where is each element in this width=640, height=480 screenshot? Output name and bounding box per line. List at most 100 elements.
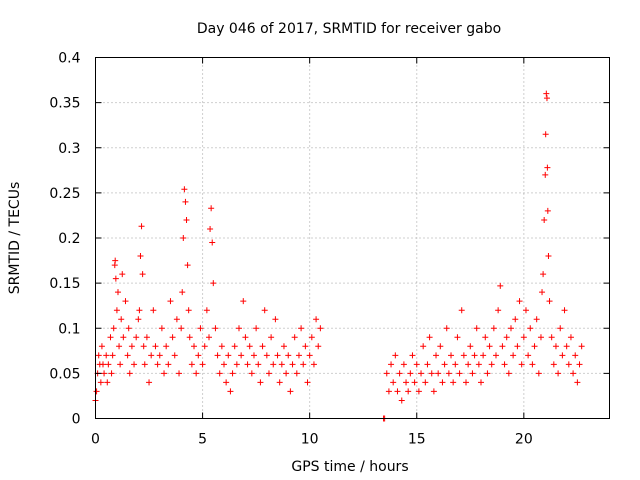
data-point [302,343,309,350]
x-tick-label: 0 [91,432,100,448]
data-point [394,388,401,395]
data-point [448,352,455,359]
data-point [135,316,142,323]
data-point [460,352,467,359]
data-point [214,352,221,359]
data-point [317,325,324,332]
data-point [216,370,223,377]
y-tick-label: 0.35 [49,96,80,112]
data-point [272,316,279,323]
data-point [276,379,283,386]
data-point [535,370,542,377]
data-point [112,257,119,264]
data-point [146,379,153,386]
data-point [225,352,232,359]
data-point [392,352,399,359]
data-point [136,307,143,314]
data-point [403,379,410,386]
data-point [437,343,444,350]
data-point [424,361,431,368]
data-point [415,388,422,395]
x-tick-label: 5 [198,432,207,448]
data-point [184,262,191,269]
data-point [259,343,266,350]
data-point [212,325,219,332]
data-point [238,352,245,359]
data-point [227,388,234,395]
axis-ticks [95,57,610,419]
data-point [454,334,461,341]
data-point [385,388,392,395]
data-point [280,343,287,350]
data-point [486,343,493,350]
y-tick-labels: 0 0.05 0.1 0.15 0.2 0.25 0.3 0.35 0.4 [49,51,80,428]
data-point [181,186,188,193]
data-point [128,343,135,350]
data-point [507,325,514,332]
data-point [469,370,476,377]
y-tick-label: 0.15 [49,276,80,292]
data-point [152,343,159,350]
data-point [428,370,435,377]
data-point [576,361,583,368]
data-point [559,352,566,359]
data-point [295,352,302,359]
data-point [107,334,114,341]
data-point [518,361,525,368]
data-point [550,361,557,368]
data-point [441,361,448,368]
data-point [407,370,414,377]
data-point [221,361,227,368]
data-point [248,370,255,377]
data-point [235,325,242,332]
data-point [426,334,433,341]
data-point [131,361,138,368]
data-point [552,343,559,350]
data-point [422,379,429,386]
data-point [173,316,180,323]
data-point [97,379,104,386]
data-point [218,343,225,350]
data-point [197,325,204,332]
data-point [572,352,579,359]
data-point [388,361,395,368]
data-point [488,361,495,368]
data-point [405,388,412,395]
data-point [186,334,193,341]
x-tick-labels: 0 5 10 15 20 [91,432,533,448]
data-point [270,361,277,368]
data-point [93,388,100,395]
data-point [287,388,294,395]
data-point [546,298,553,305]
data-point [257,379,264,386]
data-point [398,397,405,404]
data-point [567,334,574,341]
x-axis-label: GPS time / hours [291,459,408,475]
data-point [542,171,549,178]
data-point [233,361,240,368]
data-point [409,352,416,359]
data-point [268,334,275,341]
data-point [450,379,457,386]
data-point [104,379,111,386]
data-point [383,370,390,377]
data-point [291,334,298,341]
data-point [283,370,290,377]
data-point [265,370,272,377]
data-point [563,343,570,350]
data-point [570,370,577,377]
data-point [499,343,506,350]
data-point [501,361,508,368]
data-point [141,361,148,368]
data-point [310,361,317,368]
data-point [542,131,549,138]
data-point [98,343,105,350]
data-point [158,325,165,332]
data-point [525,352,532,359]
data-point [163,343,170,350]
data-point [298,325,305,332]
data-point [574,379,581,386]
x-tick-label: 15 [408,432,426,448]
data-point [201,343,208,350]
data-point [497,282,504,289]
